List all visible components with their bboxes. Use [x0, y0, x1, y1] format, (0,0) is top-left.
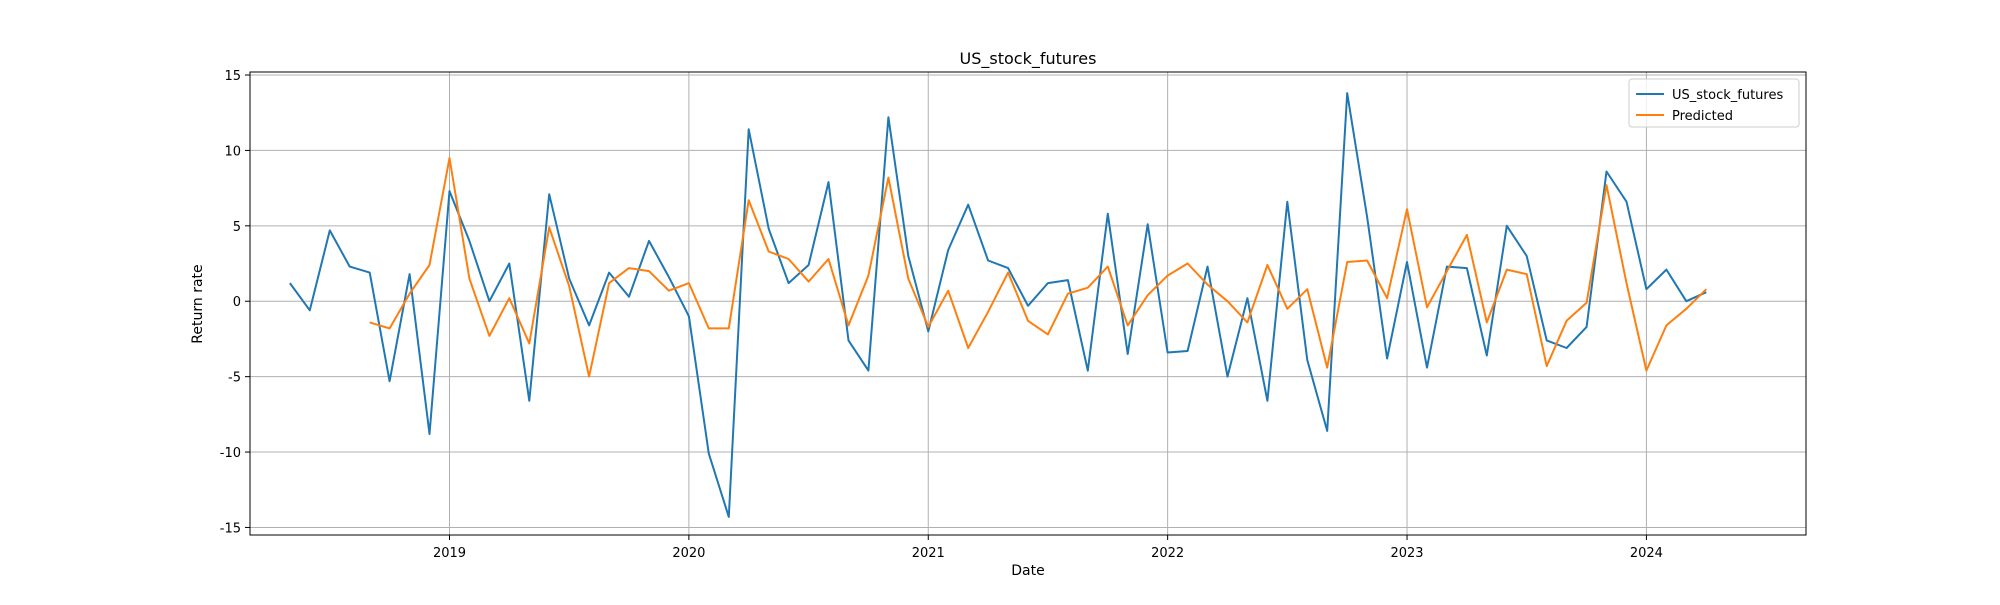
y-tick-label: 0: [233, 295, 241, 310]
legend-label: US_stock_futures: [1672, 88, 1783, 103]
legend-box: [1628, 78, 1800, 128]
y-tick-label: -5: [228, 371, 241, 386]
y-tick-label: 10: [224, 144, 241, 159]
y-tick-label: -15: [220, 521, 241, 536]
x-tick-label: 2022: [1151, 546, 1184, 561]
legend-label: Predicted: [1672, 109, 1733, 124]
x-axis-label: Date: [1011, 563, 1044, 579]
y-tick-label: 15: [224, 69, 241, 84]
legend: US_stock_futures Predicted: [1628, 78, 1800, 128]
grid: [250, 72, 1806, 535]
x-tick-label: 2020: [672, 546, 705, 561]
y-tick-label: -10: [220, 446, 241, 461]
chart-title: US_stock_futures: [960, 49, 1097, 69]
axis-ticks: 15 10 5 0 -5 -10 -15 2019 2020 2021 2022 2023 2024: [220, 69, 1663, 561]
series-lines: [289, 92, 1707, 518]
x-tick-label: 2021: [912, 546, 945, 561]
series-line-predicted: [369, 157, 1707, 378]
y-axis-label: Return rate: [190, 264, 206, 343]
series-line-us-stock-futures: [289, 92, 1707, 518]
x-tick-label: 2024: [1630, 546, 1663, 561]
plot-area-frame: [249, 71, 1807, 536]
x-tick-label: 2023: [1390, 546, 1423, 561]
y-tick-label: 5: [233, 220, 241, 235]
x-tick-label: 2019: [433, 546, 466, 561]
